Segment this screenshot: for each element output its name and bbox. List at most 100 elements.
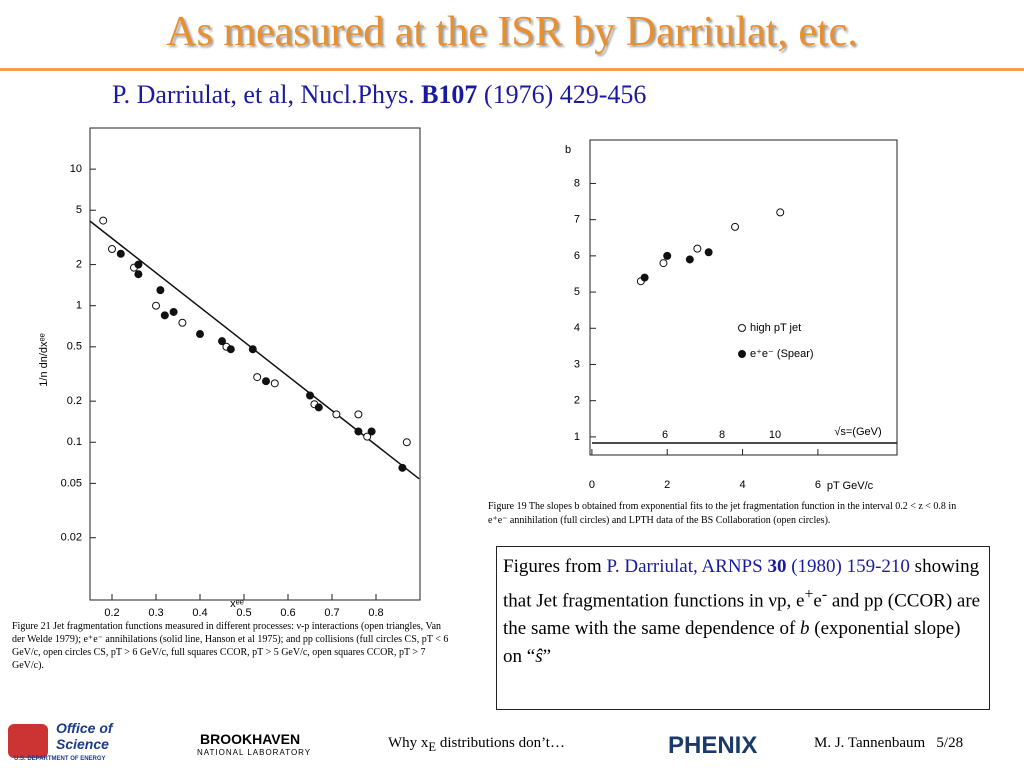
- point: [363, 432, 372, 441]
- y-tick-label: 1: [574, 431, 580, 443]
- y-tick-label: 0.02: [61, 532, 82, 544]
- tb-b: b: [800, 618, 810, 640]
- x-tick-label: 0.3: [148, 607, 163, 619]
- y-tick-label: 4: [574, 322, 580, 334]
- point: [248, 345, 257, 354]
- y-tick-label: 2: [76, 258, 82, 270]
- point: [704, 248, 713, 257]
- doe-logo: Office of Science U.S. DEPARTMENT OF ENE…: [8, 720, 136, 764]
- bnl-logo-sub: NATIONAL LABORATORY: [197, 748, 312, 757]
- tb-ref: (1980) 159-210: [786, 556, 910, 577]
- tb-sup: -: [821, 586, 828, 603]
- point: [134, 270, 143, 279]
- caption-21: Figure 21 Jet fragmentation functions me…: [12, 621, 449, 671]
- title: As measured at the ISR by Darriulat, etc…: [166, 9, 858, 55]
- y-tick-label: 7: [574, 214, 580, 226]
- point: [160, 311, 169, 320]
- logo-text: Office of: [56, 720, 113, 736]
- point: [314, 403, 323, 412]
- reference: P. Darriulat, et al, Nucl.Phys. B107 (19…: [112, 80, 646, 110]
- point: [367, 427, 376, 436]
- point: [306, 391, 314, 400]
- point: [116, 249, 125, 258]
- y-tick-label: 5: [574, 286, 580, 298]
- legend-marker: [738, 350, 746, 358]
- point: [196, 330, 204, 339]
- fc: distributions don’t…: [436, 735, 565, 751]
- footer-author: M. J. Tannenbaum 5/28: [814, 735, 964, 751]
- point: [152, 301, 160, 310]
- annotation: √s=(GeV): [834, 426, 881, 438]
- point: [253, 373, 262, 382]
- fc-sub: E: [428, 740, 437, 754]
- x-tick-label: 4: [739, 479, 745, 491]
- annotation: 10: [769, 429, 781, 441]
- annotation: 8: [719, 429, 725, 441]
- point: [685, 255, 694, 264]
- x-tick-label: 6: [815, 479, 821, 491]
- tb-ref-vol: 30: [767, 556, 787, 577]
- logo-text: Science: [56, 736, 109, 752]
- doe-icon: [8, 724, 48, 758]
- ref-rest: (1976) 429-456: [483, 80, 647, 109]
- plot-frame: [89, 127, 421, 601]
- point: [178, 318, 187, 327]
- point: [226, 345, 235, 354]
- point: [398, 463, 407, 472]
- tb: Figures from: [503, 556, 607, 577]
- text-box: Figures from P. Darriulat, ARNPS 30 (198…: [496, 546, 990, 710]
- y-tick-label: 3: [574, 358, 580, 370]
- annotation: 6: [662, 429, 668, 441]
- x-tick-label: 0.7: [324, 607, 339, 619]
- point: [659, 259, 668, 268]
- y-tick-label: 2: [574, 395, 580, 407]
- x-label: pT GeV/c: [827, 480, 874, 492]
- tb-s: ŝ: [535, 646, 543, 668]
- x-tick-label: 0.6: [280, 607, 295, 619]
- point: [262, 377, 270, 386]
- tb-ref: P. Darriulat, ARNPS: [606, 556, 768, 577]
- y-label: 1/n dn/dxᵉᵉ: [38, 333, 50, 386]
- point: [402, 438, 411, 447]
- tb: e: [813, 590, 822, 612]
- point: [156, 286, 165, 295]
- x-tick-label: 0.5: [236, 607, 251, 619]
- point: [731, 222, 740, 231]
- legend-marker: [738, 324, 746, 332]
- y-tick-label: 0.1: [67, 436, 82, 448]
- point: [663, 251, 672, 260]
- point: [332, 410, 341, 419]
- point: [218, 337, 226, 346]
- point: [693, 244, 702, 253]
- point: [99, 216, 108, 225]
- point: [108, 245, 116, 254]
- x-tick-label: 0.4: [192, 607, 207, 619]
- point: [134, 260, 143, 269]
- x-tick-label: 0.8: [368, 607, 383, 619]
- y-tick-label: 1: [76, 300, 82, 312]
- point: [354, 410, 363, 419]
- legend-label: high pT jet: [750, 322, 801, 334]
- legend-label: e⁺e⁻ (Spear): [750, 348, 814, 360]
- tb: and pp (CCOR) are the same with the same…: [503, 590, 981, 640]
- plot-frame: [589, 139, 898, 456]
- y-label: b: [565, 144, 571, 156]
- logo-text: U.S. DEPARTMENT OF ENERGY: [14, 756, 106, 762]
- tb: ”: [542, 646, 552, 668]
- y-tick-label: 6: [574, 250, 580, 262]
- x-tick-label: 0: [589, 479, 595, 491]
- tb: showing that Jet fragmentation functions…: [503, 556, 980, 612]
- footer-center: Why xE distributions don’t…: [388, 735, 565, 755]
- point: [640, 273, 649, 282]
- tb-sup: +: [804, 586, 814, 603]
- y-tick-label: 5: [76, 204, 82, 216]
- point: [354, 427, 363, 436]
- fc: Why x: [388, 735, 429, 751]
- tb: (exponential slope) on “: [503, 618, 961, 668]
- x-tick-label: 2: [664, 479, 670, 491]
- point: [776, 208, 785, 217]
- y-tick-label: 10: [70, 163, 82, 175]
- x-tick-label: 0.2: [104, 607, 119, 619]
